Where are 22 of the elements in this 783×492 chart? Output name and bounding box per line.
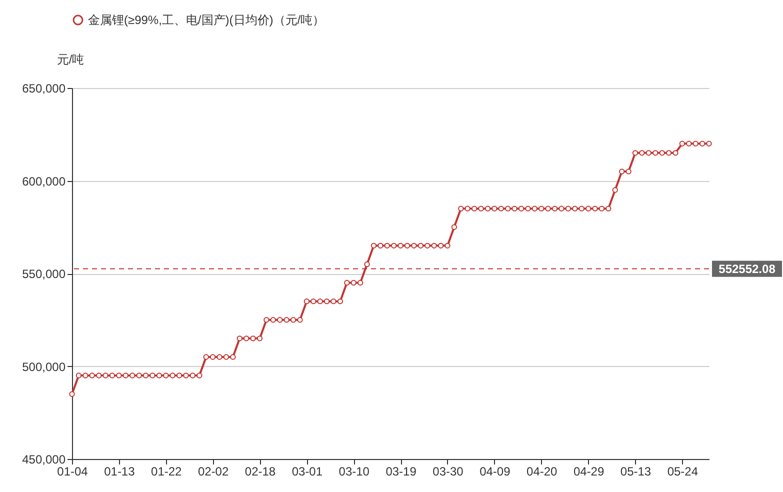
x-tick-label: 04-20 [526,464,558,478]
y-tick-label: 450,000 [22,452,66,466]
ref-line-label: 552552.08 [718,262,776,276]
x-tick-label: 01-04 [57,464,88,478]
legend-label: 金属锂(≥99%,工、电/国产)(日均价)（元/吨） [88,13,325,27]
x-tick-label: 05-24 [667,464,698,478]
x-tick-label: 04-29 [573,464,604,478]
x-tick-label: 03-10 [338,464,370,478]
y-tick-label: 650,000 [22,82,66,96]
x-tick-label: 01-13 [104,464,136,478]
x-tick-label: 03-01 [292,464,323,478]
x-tick-label: 05-13 [620,464,652,478]
y-axis-title: 元/吨 [56,52,84,66]
y-tick-label: 500,000 [22,360,66,374]
x-tick-label: 02-02 [198,464,229,478]
y-tick-label: 600,000 [22,174,66,188]
x-tick-label: 04-09 [480,464,511,478]
x-tick-label: 02-18 [244,464,276,478]
x-tick-label: 03-30 [432,464,464,478]
x-tick-label: 03-19 [386,464,417,478]
x-tick-label: 01-22 [151,464,182,478]
y-tick-label: 550,000 [22,267,66,281]
